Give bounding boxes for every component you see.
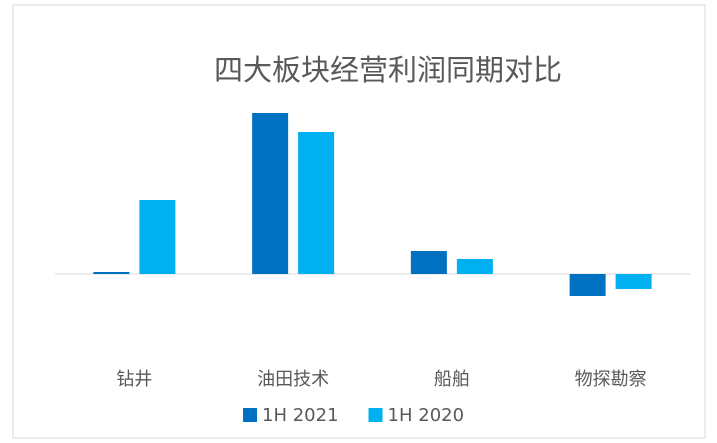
x-tick-label: 物探勘察 — [575, 369, 647, 390]
bar — [252, 113, 289, 274]
bar — [615, 274, 652, 289]
x-tick-label: 钻井 — [116, 369, 152, 390]
bar — [139, 200, 176, 274]
legend-swatch — [243, 408, 257, 422]
bar — [456, 259, 493, 274]
bar — [410, 251, 447, 274]
x-tick-label: 船舶 — [434, 369, 470, 390]
bar — [93, 272, 130, 274]
bar — [298, 132, 335, 274]
legend-label: 1H 2020 — [388, 405, 465, 426]
bar — [569, 274, 606, 296]
legend-label: 1H 2021 — [262, 405, 339, 426]
chart-border — [12, 4, 706, 439]
chart-title: 四大板块经营利润同期对比 — [214, 53, 562, 87]
legend-swatch — [368, 408, 383, 422]
x-tick-label: 油田技术 — [257, 369, 329, 390]
